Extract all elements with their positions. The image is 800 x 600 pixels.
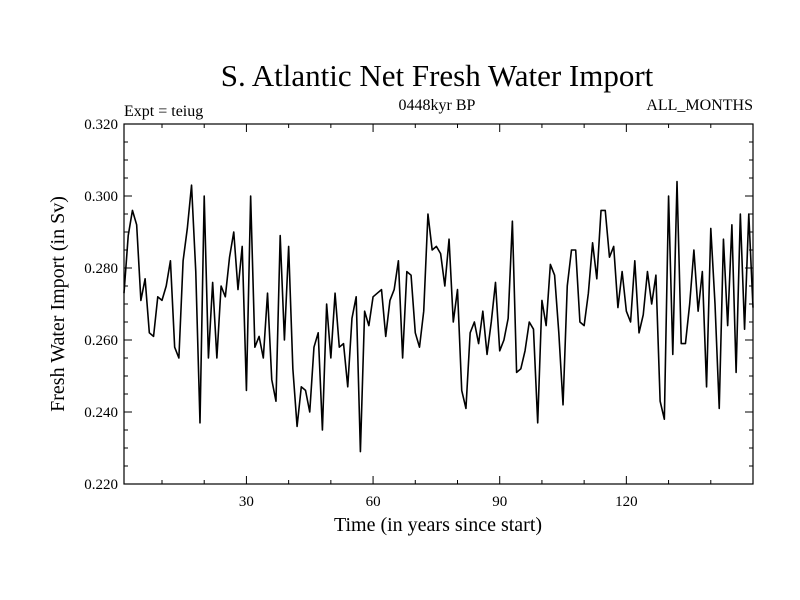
plot-frame [123,123,754,485]
y-tick-label: 0.260 [84,333,118,349]
y-tick-label: 0.280 [84,261,118,277]
series-line-fresh-water-import [123,180,754,453]
y-tick-label: 0.220 [84,477,118,493]
x-tick-label: 120 [615,494,638,510]
period-label: 0448kyr BP [399,97,476,114]
x-tick-label: 30 [239,494,254,510]
y-tick-label: 0.240 [84,405,118,421]
x-tick-label: 60 [366,494,381,510]
chart-title: S. Atlantic Net Fresh Water Import [221,58,654,93]
y-axis-label: Fresh Water Import (in Sv) [47,196,69,412]
months-label: ALL_MONTHS [646,97,753,114]
x-axis-label: Time (in years since start) [334,514,542,536]
y-tick-label: 0.320 [84,117,118,133]
y-axis: 0.220 0.240 0.260 0.280 0.300 0.320 [84,117,753,493]
y-tick-label: 0.300 [84,189,118,205]
x-tick-label: 90 [492,494,507,510]
x-axis: 30 60 90 120 [161,124,754,510]
experiment-label: Expt = teiug [124,103,203,120]
